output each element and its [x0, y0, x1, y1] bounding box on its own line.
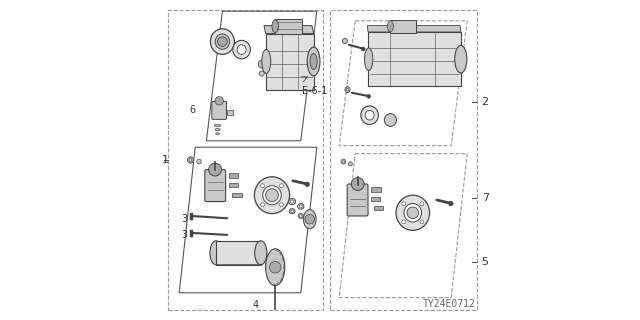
Ellipse shape [307, 47, 320, 76]
Ellipse shape [291, 210, 294, 212]
Polygon shape [266, 34, 314, 90]
Polygon shape [368, 32, 461, 86]
Ellipse shape [300, 215, 302, 217]
Ellipse shape [197, 159, 201, 164]
Polygon shape [264, 26, 314, 34]
Text: 1: 1 [161, 155, 168, 165]
FancyBboxPatch shape [205, 170, 226, 202]
Circle shape [361, 47, 365, 51]
Ellipse shape [188, 157, 193, 163]
Ellipse shape [263, 186, 282, 205]
FancyBboxPatch shape [347, 184, 368, 216]
Ellipse shape [346, 88, 349, 91]
Ellipse shape [211, 29, 234, 54]
Ellipse shape [215, 129, 220, 131]
Ellipse shape [345, 87, 350, 92]
Ellipse shape [215, 34, 230, 49]
Ellipse shape [300, 205, 303, 208]
Circle shape [280, 184, 284, 188]
Ellipse shape [298, 204, 304, 209]
Ellipse shape [255, 241, 267, 265]
Ellipse shape [255, 177, 290, 214]
Circle shape [266, 189, 278, 202]
Text: 6: 6 [189, 105, 195, 116]
Bar [371, 197, 380, 201]
Circle shape [420, 202, 424, 206]
Ellipse shape [189, 158, 192, 162]
Text: 3: 3 [181, 230, 187, 240]
Ellipse shape [289, 198, 296, 205]
Circle shape [305, 182, 310, 187]
Ellipse shape [303, 210, 316, 229]
Text: 4: 4 [253, 300, 259, 310]
Bar [330, 10, 477, 310]
Ellipse shape [404, 204, 422, 222]
Ellipse shape [262, 50, 271, 74]
Ellipse shape [214, 124, 221, 127]
Text: TY24E0712: TY24E0712 [422, 299, 476, 309]
Bar [390, 20, 416, 33]
Ellipse shape [365, 48, 372, 70]
Bar [229, 183, 238, 187]
Circle shape [259, 71, 264, 76]
Ellipse shape [272, 20, 278, 33]
Ellipse shape [289, 209, 295, 214]
Ellipse shape [298, 214, 303, 219]
Ellipse shape [396, 195, 429, 230]
Ellipse shape [237, 45, 246, 54]
Circle shape [260, 184, 264, 188]
Ellipse shape [233, 40, 250, 59]
Ellipse shape [266, 249, 285, 286]
Circle shape [342, 38, 348, 44]
Circle shape [449, 201, 453, 206]
Circle shape [420, 220, 424, 224]
Polygon shape [367, 26, 461, 32]
Circle shape [351, 178, 364, 190]
Bar [229, 173, 239, 178]
Ellipse shape [348, 162, 352, 166]
Bar [227, 110, 233, 115]
Text: E-6-1: E-6-1 [302, 86, 328, 96]
Text: 7: 7 [481, 193, 489, 204]
Text: 3: 3 [181, 214, 187, 224]
Ellipse shape [384, 114, 396, 126]
Circle shape [215, 97, 223, 105]
Bar [168, 10, 323, 310]
Text: 5: 5 [481, 257, 488, 268]
Polygon shape [259, 60, 265, 68]
Ellipse shape [361, 106, 378, 124]
Ellipse shape [454, 45, 467, 73]
Bar [371, 187, 381, 192]
Bar [275, 19, 302, 34]
Ellipse shape [310, 53, 317, 69]
Bar [232, 193, 242, 197]
FancyBboxPatch shape [212, 101, 227, 119]
Ellipse shape [341, 159, 346, 164]
Circle shape [260, 203, 264, 207]
Bar [374, 206, 383, 210]
Circle shape [305, 214, 315, 224]
Ellipse shape [291, 200, 294, 203]
Ellipse shape [365, 110, 374, 120]
Circle shape [402, 202, 406, 206]
Circle shape [218, 37, 227, 46]
Circle shape [280, 203, 284, 207]
Circle shape [402, 220, 406, 224]
Ellipse shape [216, 133, 220, 135]
Circle shape [407, 207, 419, 219]
Circle shape [367, 94, 371, 98]
Text: 2: 2 [481, 97, 489, 108]
Ellipse shape [210, 241, 222, 265]
Circle shape [269, 261, 281, 273]
Ellipse shape [342, 161, 344, 163]
Ellipse shape [388, 20, 393, 32]
Circle shape [209, 163, 221, 176]
Bar [216, 241, 261, 265]
